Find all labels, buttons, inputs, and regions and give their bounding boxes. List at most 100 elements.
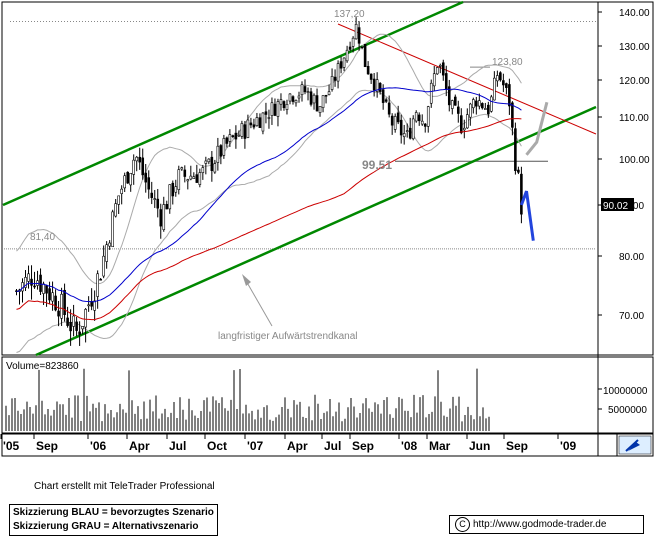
volume-tick: 10000000	[603, 386, 648, 397]
candle-body	[111, 211, 114, 248]
y-tick: 100.00	[619, 155, 650, 166]
candle-body	[441, 62, 445, 76]
candle-body	[426, 106, 430, 127]
candle-body	[108, 242, 111, 247]
candle-body	[219, 145, 223, 157]
candle-body	[93, 300, 96, 311]
main-panel	[1, 1, 654, 356]
candle-body	[505, 83, 508, 88]
candle-body	[354, 23, 358, 40]
candle-body	[411, 118, 415, 140]
candle-body	[234, 132, 238, 140]
candle-body	[222, 138, 226, 156]
candle-body	[273, 103, 277, 116]
credit-text: Chart erstellt mit TeleTrader Profession…	[34, 481, 215, 492]
candle-body	[309, 91, 313, 105]
candle-body	[330, 76, 334, 90]
candle-body	[499, 72, 502, 81]
y-tick: 70.00	[619, 311, 644, 322]
candle-body	[54, 295, 57, 311]
candle-body	[318, 106, 322, 113]
candle-body	[27, 273, 30, 282]
candle-body	[51, 292, 54, 302]
candle-body	[423, 123, 427, 127]
lower-band-line	[16, 89, 522, 353]
candle-body	[174, 186, 178, 193]
candle-body	[378, 82, 382, 92]
candle-body	[198, 172, 202, 185]
resistance-line	[337, 23, 597, 135]
x-tick-label: Jul	[324, 439, 341, 453]
candle-body	[487, 104, 490, 115]
candle-body	[405, 130, 409, 132]
candle-body	[481, 103, 484, 109]
candle-body	[372, 78, 376, 91]
candle-body	[264, 111, 268, 115]
candle-body	[225, 137, 229, 144]
x-tick-label: Jul	[169, 439, 186, 453]
candle-body	[472, 99, 475, 109]
candle-body	[147, 177, 151, 190]
y-tick: 120.00	[619, 76, 650, 87]
candle-body	[195, 174, 199, 183]
candle-body	[69, 321, 72, 332]
candle-body	[375, 79, 379, 92]
candle-body	[496, 75, 499, 82]
recent-high-label: 123,80	[492, 57, 523, 68]
candle-body	[159, 209, 163, 227]
candle-body	[96, 273, 99, 297]
candle-body	[345, 49, 349, 62]
grey-scenario-arrow	[525, 101, 549, 156]
candle-body	[502, 80, 505, 86]
candle-body	[39, 274, 42, 292]
candle-body	[387, 102, 391, 115]
source-url[interactable]: http://www.godmode-trader.de	[473, 519, 607, 530]
candle-body	[288, 93, 292, 102]
candle-body	[150, 192, 154, 198]
candle-body	[180, 167, 184, 170]
candle-body	[186, 179, 190, 182]
candle-body	[270, 102, 274, 116]
high-label: 137,20	[334, 9, 365, 20]
candle-body	[60, 293, 63, 319]
candle-body	[105, 244, 108, 262]
x-tick-label: Jun	[469, 439, 490, 453]
candle-body	[75, 321, 78, 331]
candle-body	[165, 204, 169, 210]
candle-body	[490, 96, 493, 112]
candle-body	[396, 112, 400, 123]
last-price-label: 90.02	[603, 201, 628, 212]
x-tick-label: '05	[3, 439, 20, 453]
candle-body	[45, 285, 48, 294]
ma-short-line	[16, 87, 522, 303]
candle-body	[435, 67, 439, 75]
candle-body	[333, 76, 337, 81]
candle-body	[381, 89, 385, 103]
candle-body	[189, 175, 193, 180]
candle-body	[324, 94, 328, 97]
candle-body	[66, 317, 69, 326]
candle-body	[216, 145, 220, 163]
chart-tool-icon[interactable]	[618, 435, 652, 455]
candle-body	[249, 122, 253, 126]
candle-body	[102, 255, 105, 277]
time-axis-panel	[1, 433, 654, 457]
candle-body	[276, 101, 280, 117]
candle-body	[123, 175, 126, 189]
candle-body	[408, 127, 412, 139]
candle-body	[429, 82, 433, 104]
lower-channel-line	[35, 105, 597, 357]
candle-body	[279, 99, 283, 105]
candle-body	[153, 198, 157, 200]
candle-body	[444, 73, 448, 90]
candle-body	[63, 289, 66, 315]
candle-body	[357, 27, 361, 44]
candle-body	[156, 198, 160, 209]
x-tick-label: Apr	[287, 439, 308, 453]
candle-body	[456, 106, 460, 114]
candle-body	[466, 114, 469, 129]
candle-body	[42, 283, 45, 294]
y-tick: 110.00	[619, 113, 649, 124]
candle-body	[171, 182, 175, 197]
